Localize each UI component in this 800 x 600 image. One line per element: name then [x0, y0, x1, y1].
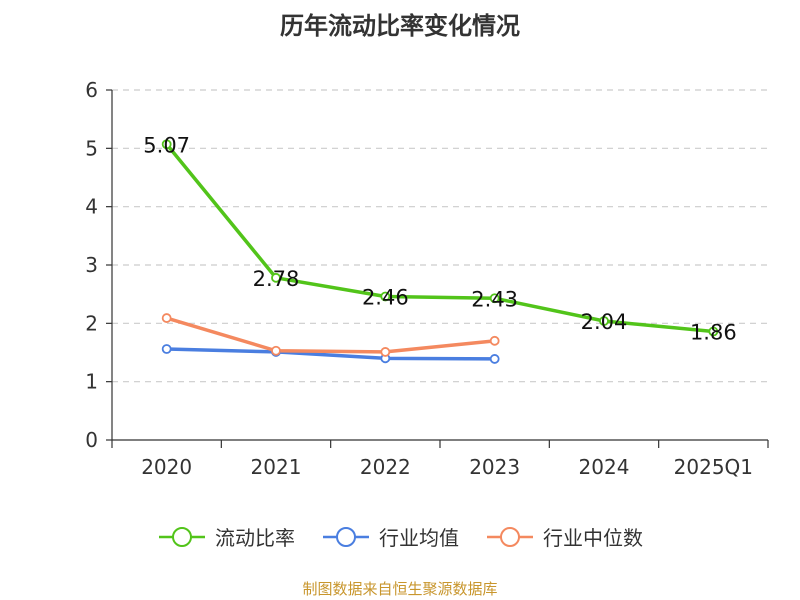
data-point [489, 293, 500, 304]
series-lines [165, 143, 714, 361]
legend-item[interactable]: 行业均值 [321, 522, 459, 551]
legend-marker [500, 526, 520, 547]
data-label: 2.78 [253, 267, 300, 291]
legend-label: 行业中位数 [543, 526, 643, 550]
y-tick-label: 5 [85, 136, 98, 160]
source-note: 制图数据来自恒生聚源数据库 [302, 580, 498, 598]
y-tick-label: 3 [85, 253, 98, 277]
data-point [489, 354, 500, 364]
data-point [271, 272, 281, 283]
data-label: 1.86 [690, 321, 737, 345]
data-point [161, 139, 172, 150]
data-point [380, 291, 391, 302]
data-point [161, 313, 172, 323]
legend-marker [172, 526, 192, 547]
data-point [271, 345, 281, 356]
data-point [708, 326, 719, 337]
series-line [166, 347, 495, 361]
legend-item[interactable]: 行业中位数 [485, 522, 643, 551]
y-tick-label: 1 [85, 370, 98, 394]
series-points [161, 139, 719, 364]
data-label: 5.07 [143, 133, 190, 157]
data-label: 2.43 [471, 287, 518, 311]
x-tick-label: 2021 [251, 455, 302, 479]
legend-marker [336, 526, 356, 547]
data-point [161, 344, 172, 354]
data-label: 2.46 [362, 286, 409, 310]
gridlines [112, 89, 768, 383]
data-point [599, 316, 609, 326]
legend-swatch [487, 526, 533, 547]
legend-label: 流动比率 [215, 526, 295, 550]
y-tick-label: 0 [85, 428, 98, 452]
legend-swatch [159, 526, 205, 547]
data-labels: 5.07 2.78 2.46 2.43 2.04 1.86 [143, 133, 736, 344]
tick-labels: 0 1 2 3 4 5 6 2020 2021 2022 2023 2024 2025Q1 [85, 78, 753, 479]
x-tick-label: 2024 [579, 455, 630, 479]
legend-label: 行业均值 [379, 526, 459, 550]
legend-swatch [323, 526, 369, 547]
data-point [489, 335, 500, 346]
x-tick-label: 2020 [141, 455, 192, 479]
y-tick-label: 6 [85, 78, 98, 102]
x-tick-label: 2025Q1 [674, 455, 753, 479]
y-tick-label: 2 [85, 311, 98, 335]
chart-title: 历年流动比率变化情况 [280, 12, 520, 40]
series-line [165, 143, 714, 334]
x-tick-label: 2023 [469, 455, 520, 479]
x-tick-label: 2022 [360, 455, 411, 479]
legend: 流动比率 行业均值 行业中位数 [0, 522, 800, 551]
data-point [380, 347, 391, 357]
y-tick-label: 4 [85, 195, 98, 219]
legend-item[interactable]: 流动比率 [157, 522, 295, 551]
series-line [166, 316, 495, 354]
data-label: 2.04 [581, 310, 628, 334]
axes [106, 89, 769, 448]
